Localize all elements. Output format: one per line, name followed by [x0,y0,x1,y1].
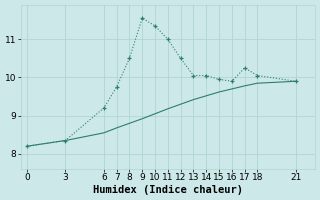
X-axis label: Humidex (Indice chaleur): Humidex (Indice chaleur) [93,185,243,195]
